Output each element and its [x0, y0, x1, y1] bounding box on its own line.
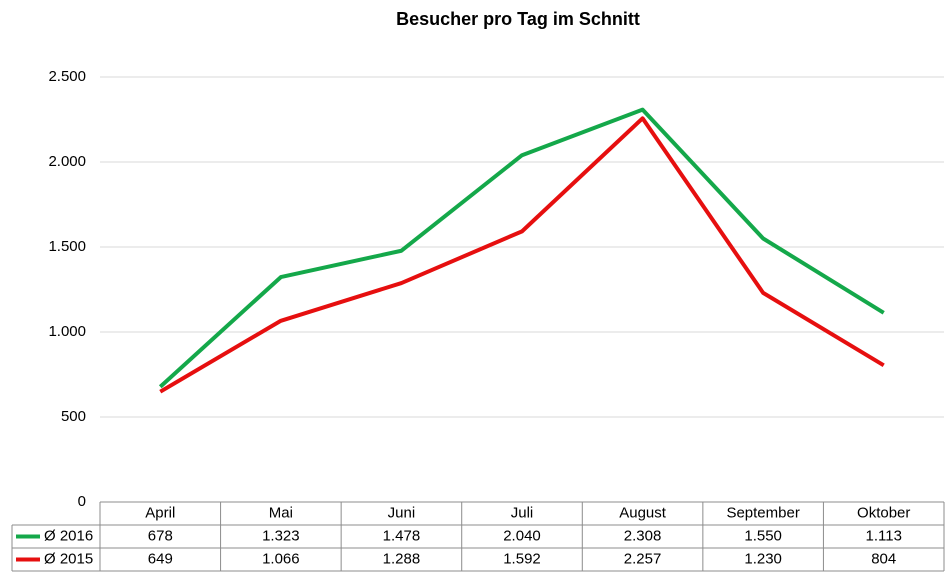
table-value: 2.040 — [503, 527, 541, 544]
y-tick-label: 2.000 — [48, 153, 86, 170]
x-tick-label: September — [726, 504, 799, 521]
table-value: 1.550 — [744, 527, 782, 544]
table-value: 804 — [871, 550, 896, 567]
x-tick-label: Juli — [511, 504, 534, 521]
table-value: 678 — [148, 527, 173, 544]
legend-label: Ø 2016 — [44, 527, 93, 544]
x-tick-label: Oktober — [857, 504, 910, 521]
y-tick-label: 0 — [78, 493, 86, 510]
legend-label: Ø 2015 — [44, 550, 93, 567]
table-value: 1.323 — [262, 527, 300, 544]
table-value: 1.113 — [865, 527, 901, 544]
table-value: 1.066 — [262, 550, 300, 567]
table-value: 1.478 — [383, 527, 421, 544]
table-value: 1.230 — [744, 550, 782, 567]
y-tick-label: 2.500 — [48, 68, 86, 85]
table-value: 1.592 — [503, 550, 541, 567]
table-value: 2.308 — [624, 527, 662, 544]
table-value: 2.257 — [624, 550, 662, 567]
table-value: 1.288 — [383, 550, 421, 567]
table-value: 649 — [148, 550, 173, 567]
y-tick-label: 1.500 — [48, 238, 86, 255]
series-line — [158, 107, 885, 389]
x-tick-label: Juni — [388, 504, 416, 521]
y-tick-label: 500 — [61, 408, 86, 425]
series-line — [159, 116, 885, 394]
chart-title: Besucher pro Tag im Schnitt — [396, 9, 640, 29]
x-tick-label: Mai — [269, 504, 293, 521]
x-tick-label: April — [145, 504, 175, 521]
y-tick-label: 1.000 — [48, 323, 86, 340]
x-tick-label: August — [619, 504, 667, 521]
